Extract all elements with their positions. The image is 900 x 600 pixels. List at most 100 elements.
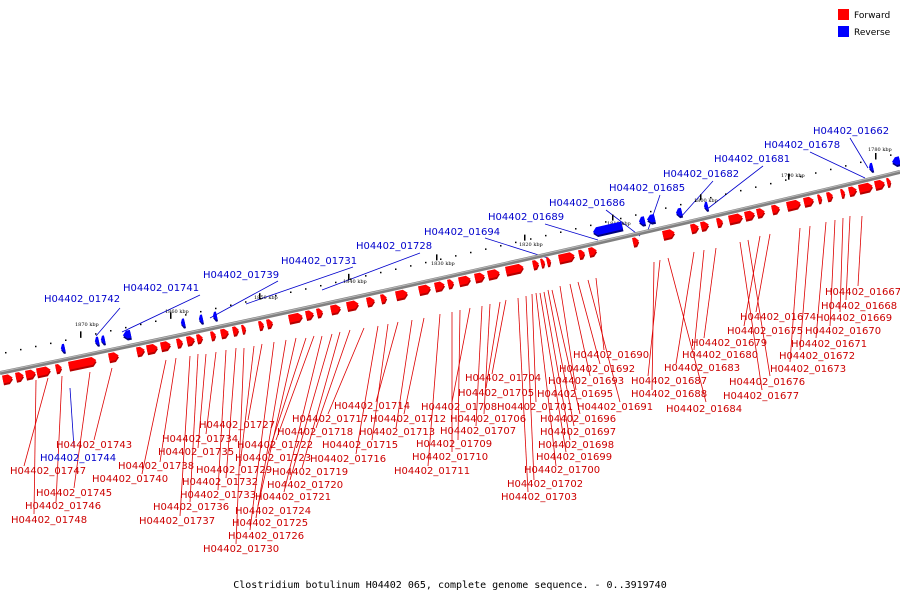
gene-label[interactable]: H04402_01695 [537,389,613,400]
forward-gene[interactable] [305,310,315,322]
gene-label[interactable]: H04402_01675 [727,326,803,337]
forward-gene[interactable] [744,210,756,222]
forward-gene[interactable] [540,258,546,269]
forward-gene[interactable] [458,275,472,288]
gene-label[interactable]: H04402_01669 [816,313,892,324]
gene-label[interactable]: H04402_01711 [394,466,470,477]
forward-gene[interactable] [662,228,676,241]
reverse-gene[interactable] [180,318,186,329]
gene-label[interactable]: H04402_01723 [235,453,311,464]
reverse-gene[interactable] [675,207,684,219]
gene-label[interactable]: H04402_01716 [310,454,386,465]
gene-label[interactable]: H04402_01722 [237,440,313,451]
reverse-gene[interactable] [122,329,132,341]
forward-gene[interactable] [418,284,432,297]
gene-label[interactable]: H04402_01742 [44,294,120,305]
reverse-gene[interactable] [891,156,900,168]
gene-label[interactable]: H04402_01687 [631,376,707,387]
gene-label[interactable]: H04402_01745 [36,488,112,499]
forward-gene[interactable] [220,328,230,340]
gene-label[interactable]: H04402_01662 [813,126,889,137]
gene-label[interactable]: H04402_01682 [663,169,739,180]
forward-gene[interactable] [395,289,409,302]
forward-gene[interactable] [108,351,120,364]
gene-label[interactable]: H04402_01743 [56,440,132,451]
forward-gene[interactable] [474,272,486,284]
forward-gene[interactable] [346,300,360,313]
forward-gene[interactable] [546,257,552,268]
gene-label[interactable]: H04402_01690 [573,350,649,361]
forward-gene[interactable] [232,326,240,337]
gene-label[interactable]: H04402_01685 [609,183,685,194]
reverse-gene[interactable] [868,162,875,174]
forward-gene[interactable] [690,223,700,235]
forward-gene[interactable] [136,346,146,358]
gene-label[interactable]: H04402_01710 [412,452,488,463]
gene-label[interactable]: H04402_01693 [548,376,624,387]
gene-label[interactable]: H04402_01705 [458,388,534,399]
gene-label[interactable]: H04402_01676 [729,377,805,388]
gene-label[interactable]: H04402_01746 [25,501,101,512]
gene-label[interactable]: H04402_01706 [450,414,526,425]
gene-label[interactable]: H04402_01717 [292,414,368,425]
gene-label[interactable]: H04402_01700 [524,465,600,476]
gene-label[interactable]: H04402_01719 [272,467,348,478]
gene-label[interactable]: H04402_01735 [158,447,234,458]
forward-gene[interactable] [588,246,598,258]
gene-label[interactable]: H04402_01683 [664,363,740,374]
forward-gene[interactable] [380,293,388,305]
forward-gene[interactable] [176,338,184,349]
gene-label[interactable]: H04402_01696 [540,414,616,425]
forward-gene[interactable] [786,199,802,212]
gene-label[interactable]: H04402_01725 [232,518,308,529]
reverse-gene[interactable] [592,221,624,238]
gene-label[interactable]: H04402_01677 [723,391,799,402]
forward-gene[interactable] [532,259,540,271]
gene-label[interactable]: H04402_01704 [465,373,541,384]
gene-label[interactable]: H04402_01715 [322,440,398,451]
gene-label[interactable]: H04402_01672 [779,351,855,362]
reverse-gene[interactable] [703,201,710,213]
gene-label[interactable]: H04402_01732 [182,477,258,488]
forward-gene[interactable] [258,320,265,332]
forward-gene[interactable] [716,217,724,229]
forward-gene[interactable] [858,182,874,195]
gene-label[interactable]: H04402_01708 [421,402,497,413]
gene-label[interactable]: H04402_01679 [691,338,767,349]
forward-gene[interactable] [578,249,586,261]
forward-gene[interactable] [196,334,204,345]
gene-label[interactable]: H04402_01718 [277,427,353,438]
gene-label[interactable]: H04402_01670 [805,326,881,337]
forward-gene[interactable] [25,369,37,381]
gene-label[interactable]: H04402_01691 [577,402,653,413]
gene-label[interactable]: H04402_01741 [123,283,199,294]
gene-label[interactable]: H04402_01707 [440,426,516,437]
gene-label[interactable]: H04402_01726 [228,531,304,542]
reverse-gene[interactable] [100,335,106,346]
forward-gene[interactable] [632,237,640,248]
forward-gene[interactable] [505,263,525,277]
forward-gene[interactable] [886,177,892,189]
gene-label[interactable]: H04402_01697 [540,427,616,438]
forward-gene[interactable] [330,304,342,316]
forward-gene[interactable] [146,343,159,356]
gene-label[interactable]: H04402_01738 [118,461,194,472]
gene-label[interactable]: H04402_01713 [359,427,435,438]
gene-label[interactable]: H04402_01699 [536,452,612,463]
forward-gene[interactable] [15,371,25,383]
forward-gene[interactable] [840,188,846,200]
reverse-gene[interactable] [60,343,66,355]
gene-label[interactable]: H04402_01712 [370,414,446,425]
gene-label[interactable]: H04402_01709 [416,439,492,450]
gene-label[interactable]: H04402_01692 [559,364,635,375]
reverse-gene[interactable] [212,311,219,323]
gene-label[interactable]: H04402_01671 [791,339,867,350]
forward-gene[interactable] [160,340,172,353]
gene-label[interactable]: H04402_01739 [203,270,279,281]
reverse-gene[interactable] [646,213,657,226]
reverse-gene[interactable] [94,336,100,348]
forward-gene[interactable] [68,356,97,372]
gene-label[interactable]: H04402_01667 [825,287,900,298]
gene-label[interactable]: H04402_01694 [424,227,500,238]
forward-gene[interactable] [487,268,501,281]
